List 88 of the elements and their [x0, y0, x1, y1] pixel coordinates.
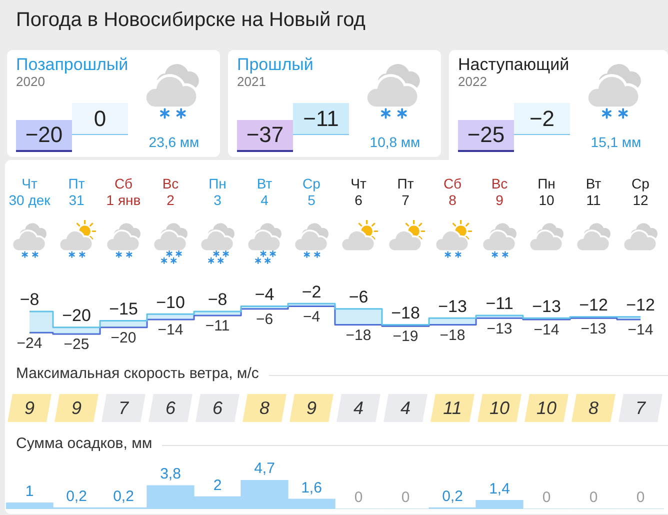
- text: Прошлый: [237, 55, 314, 75]
- x-tick-label: Сб 8: [443, 175, 462, 208]
- data-label: −8: [208, 290, 228, 310]
- data-label: −25: [64, 336, 90, 354]
- x-tick-label: Ср 12: [632, 175, 650, 208]
- text: 23,6 мм: [148, 134, 200, 151]
- data-label: 8: [574, 394, 614, 422]
- chart-title: Сумма осадков, мм: [16, 435, 152, 453]
- data-label: −13: [438, 296, 467, 316]
- data-label: −6: [348, 288, 368, 307]
- data-label: −6: [256, 311, 274, 328]
- x-tick-label: Чт 6: [350, 175, 367, 208]
- data-label: 0: [354, 489, 363, 506]
- data-label: 4,7: [254, 460, 275, 478]
- x-tick-label: Пт 7: [397, 175, 414, 208]
- text: −25: [458, 120, 514, 150]
- x-tick-label: Чт 30 дек: [8, 175, 52, 208]
- data-label: 0: [542, 489, 551, 506]
- x-tick-label: Вс 9: [491, 175, 508, 208]
- text: Погода в Новосибирске на Новый год: [16, 8, 366, 33]
- data-label: −11: [486, 294, 514, 314]
- x-tick-label: Вт 4: [256, 175, 273, 208]
- x-tick-label: Вс 2: [162, 175, 179, 208]
- data-label: −13: [580, 320, 606, 338]
- data-label: 6: [198, 394, 238, 422]
- data-label: 1: [25, 482, 34, 500]
- data-label: 4: [338, 394, 378, 422]
- data-label: −18: [346, 326, 372, 344]
- data-label: −24: [16, 334, 42, 352]
- data-label: 9: [10, 394, 50, 422]
- data-label: 1,6: [301, 479, 322, 496]
- data-label: −12: [626, 296, 655, 315]
- text: Позапрошлый: [16, 55, 128, 75]
- text: Наступающий: [458, 55, 570, 75]
- data-label: 2: [213, 476, 222, 494]
- data-label: 11: [432, 394, 472, 422]
- data-label: 4: [386, 394, 426, 422]
- data-label: 0: [636, 489, 645, 506]
- data-label: −10: [156, 292, 185, 312]
- x-tick-label: Пн 3: [208, 175, 226, 208]
- data-label: 10: [526, 394, 566, 422]
- data-label: 8: [244, 394, 284, 422]
- data-label: −14: [158, 322, 184, 339]
- data-label: −4: [254, 284, 274, 304]
- data-label: 0,2: [442, 488, 463, 505]
- data-label: −2: [302, 282, 322, 302]
- x-tick-label: Сб 1 янв: [106, 175, 141, 208]
- x-tick-label: Ср 5: [302, 175, 321, 208]
- data-label: −15: [109, 299, 138, 318]
- text: 15,1 мм: [590, 134, 642, 151]
- data-label: 0,2: [113, 488, 134, 505]
- data-label: −19: [392, 328, 418, 346]
- text: Максимальная скорость ветра, м/с: [16, 365, 259, 383]
- data-label: 9: [56, 394, 96, 422]
- text: −11: [293, 103, 349, 134]
- x-tick-label: Вт 11: [586, 175, 602, 208]
- data-label: 6: [150, 394, 190, 422]
- data-label: 0: [589, 489, 598, 506]
- text: 0: [72, 103, 128, 134]
- x-tick-label: Пн 10: [538, 175, 556, 208]
- text: −20: [16, 120, 72, 150]
- data-label: −13: [532, 296, 561, 316]
- data-label: −13: [486, 320, 512, 338]
- data-label: −18: [440, 326, 466, 344]
- text: 2021: [237, 74, 266, 90]
- data-label: −20: [110, 330, 136, 347]
- data-label: 0,2: [66, 488, 87, 505]
- text: 10,8 мм: [368, 134, 422, 151]
- data-label: −11: [205, 318, 230, 335]
- x-tick-label: Пт 31: [68, 175, 86, 208]
- data-label: −14: [534, 322, 560, 339]
- data-label: 9: [292, 394, 332, 422]
- data-label: −12: [579, 296, 608, 315]
- data-label: 10: [480, 394, 520, 422]
- text: −2: [514, 103, 570, 134]
- data-label: −4: [302, 308, 320, 326]
- data-label: −14: [628, 322, 654, 339]
- data-label: −20: [62, 306, 91, 326]
- data-label: 7: [104, 394, 144, 422]
- data-label: 0: [401, 489, 410, 506]
- data-label: −8: [20, 290, 40, 310]
- text: 2020: [16, 74, 45, 90]
- text: −37: [237, 120, 293, 150]
- data-label: −18: [391, 303, 420, 322]
- text: 2022: [458, 74, 487, 90]
- data-label: 7: [620, 394, 660, 422]
- data-label: 1,4: [489, 480, 510, 498]
- data-label: 3,8: [160, 466, 181, 483]
